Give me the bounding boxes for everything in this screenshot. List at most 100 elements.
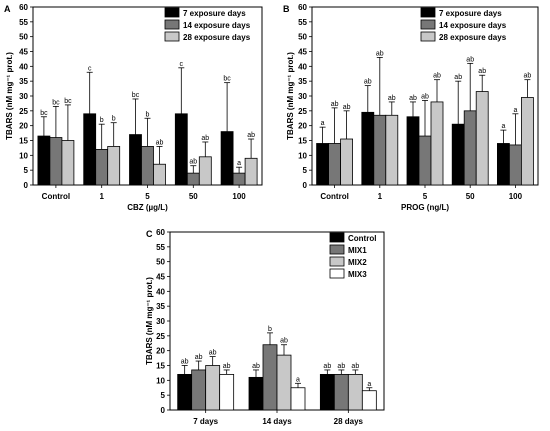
y-tick-label: 10: [19, 151, 28, 160]
legend-swatch: [420, 19, 436, 30]
legend-label: MIX3: [348, 270, 367, 279]
significance-label: ab: [409, 95, 417, 102]
significance-label: ab: [524, 73, 532, 80]
legend-swatch: [329, 256, 345, 267]
bar: [220, 131, 234, 186]
significance-label: c: [88, 65, 92, 72]
significance-label: ab: [466, 56, 474, 63]
bar: [141, 146, 154, 186]
bar: [37, 135, 51, 186]
x-tick-label: 100: [232, 192, 246, 201]
significance-label: bc: [132, 92, 140, 99]
significance-label: bc: [64, 98, 72, 105]
bar: [418, 135, 432, 186]
y-tick-label: 50: [19, 33, 28, 42]
x-tick-label: 1: [378, 192, 383, 201]
x-tick-label: 50: [466, 192, 475, 201]
y-tick-label: 60: [298, 3, 307, 12]
significance-label: a: [501, 123, 505, 130]
bar: [244, 157, 258, 186]
legend-label: 28 exposure days: [439, 33, 507, 42]
x-tick-label: 28 days: [334, 417, 364, 426]
bar: [153, 163, 166, 186]
y-tick-label: 40: [19, 62, 28, 71]
significance-label: c: [180, 61, 184, 68]
y-axis-label: TBARS (nM mg⁻¹ prot.): [286, 52, 295, 140]
bar: [49, 137, 63, 186]
significance-label: ab: [323, 363, 331, 370]
x-tick-label: Control: [42, 192, 70, 201]
legend-label: 7 exposure days: [183, 9, 246, 18]
bar: [463, 110, 477, 186]
significance-label: a: [367, 381, 371, 388]
bar: [508, 144, 522, 186]
significance-label: b: [146, 111, 150, 118]
bar: [316, 143, 330, 186]
x-tick-label: 50: [189, 192, 198, 201]
significance-label: bc: [40, 110, 48, 117]
significance-label: ab: [388, 95, 396, 102]
bar: [276, 354, 292, 411]
significance-label: ab: [252, 363, 260, 370]
y-tick-label: 30: [298, 92, 307, 101]
bar: [496, 143, 510, 186]
significance-label: b: [268, 326, 272, 333]
legend-swatch: [420, 7, 436, 18]
legend-label: MIX1: [348, 246, 367, 255]
bar: [451, 123, 465, 186]
bar: [290, 387, 306, 411]
y-tick-label: 35: [298, 77, 307, 86]
bar: [198, 156, 212, 186]
panel-letter: B: [283, 4, 290, 14]
x-axis-label: CBZ (µg/L): [127, 203, 168, 212]
panel-letter: C: [146, 229, 153, 239]
legend-label: Control: [348, 234, 376, 243]
significance-label: a: [321, 120, 325, 127]
bar: [475, 91, 489, 186]
x-tick-label: 14 days: [262, 417, 292, 426]
y-tick-label: 45: [19, 48, 28, 57]
y-tick-label: 30: [156, 317, 165, 326]
x-tick-label: 5: [423, 192, 428, 201]
legend-swatch: [329, 244, 345, 255]
significance-label: a: [296, 376, 300, 383]
significance-label: ab: [376, 50, 384, 57]
bar: [385, 114, 399, 186]
y-tick-label: 25: [19, 107, 28, 116]
x-axis-label: PROG (ng/L): [401, 203, 449, 212]
y-tick-label: 15: [298, 137, 307, 146]
y-tick-label: 40: [298, 62, 307, 71]
significance-label: b: [112, 116, 116, 123]
y-tick-label: 0: [303, 181, 308, 190]
bar: [191, 369, 207, 411]
y-tick-label: 45: [156, 273, 165, 282]
y-tick-label: 20: [298, 122, 307, 131]
y-tick-label: 40: [156, 287, 165, 296]
y-tick-label: 25: [298, 107, 307, 116]
bar: [262, 344, 278, 411]
bar: [430, 101, 444, 186]
panel-C: C 0 5 10 15 20 25 30 35 40 45 50 55 60 TBARS (nM mg⁻¹ …: [145, 228, 385, 426]
significance-label: ab: [280, 338, 288, 345]
bar: [319, 373, 335, 411]
y-tick-label: 5: [161, 391, 166, 400]
bar: [61, 140, 75, 186]
legend-swatch: [164, 31, 180, 42]
y-tick-label: 55: [298, 18, 307, 27]
y-tick-label: 35: [19, 77, 28, 86]
bar: [347, 373, 363, 411]
bar: [83, 113, 97, 186]
significance-label: ab: [156, 139, 164, 146]
significance-label: ab: [454, 74, 462, 81]
bar: [129, 134, 142, 186]
bar: [406, 116, 420, 186]
bar: [107, 146, 121, 186]
legend-swatch: [329, 268, 345, 279]
y-tick-label: 55: [156, 243, 165, 252]
y-tick-label: 0: [24, 181, 29, 190]
y-tick-label: 60: [19, 3, 28, 12]
significance-label: ab: [247, 132, 255, 139]
legend-swatch: [329, 232, 345, 243]
